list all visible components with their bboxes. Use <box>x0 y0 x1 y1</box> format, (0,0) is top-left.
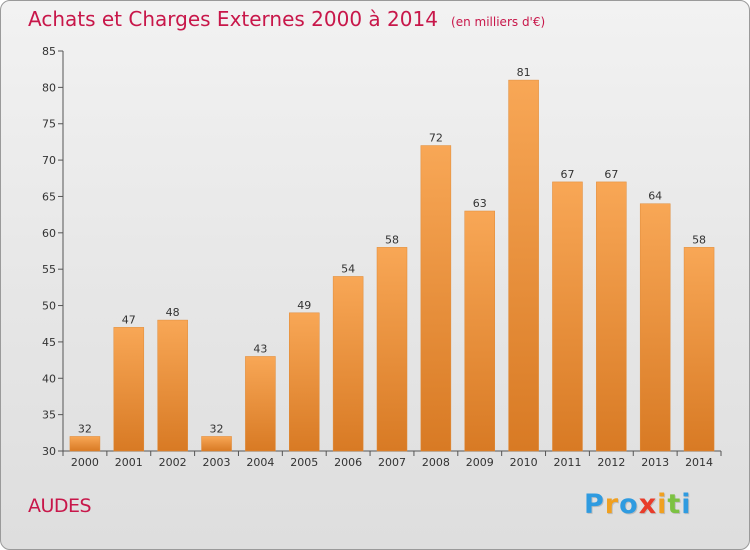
y-tick-label: 60 <box>42 227 56 240</box>
x-tick-label: 2011 <box>553 456 581 469</box>
x-tick-label: 2004 <box>246 456 274 469</box>
y-tick-label: 80 <box>42 81 56 94</box>
chart-axes: 30 35 40 45 50 55 60 65 70 75 80 85 2000 2001 2002 2003… <box>42 45 722 469</box>
chart-title-row: Achats et Charges Externes 2000 à 2014 (… <box>28 7 545 31</box>
bar-2010 <box>508 79 539 452</box>
commune-name: AUDES <box>28 495 92 517</box>
y-tick-label: 35 <box>42 409 56 422</box>
bar-2006 <box>332 276 364 452</box>
x-tick-label: 2003 <box>203 456 231 469</box>
x-tick-label: 2013 <box>641 456 669 469</box>
logo-letter: i <box>657 489 668 520</box>
value-label-2004: 43 <box>253 342 267 355</box>
x-tick-label: 2008 <box>422 456 450 469</box>
value-label-2011: 67 <box>560 168 574 181</box>
bar-2000 <box>69 436 101 452</box>
bar-group <box>69 79 715 452</box>
logo-letter: i <box>681 489 692 520</box>
bar-2005 <box>289 312 320 452</box>
x-tick-label: 2001 <box>115 456 143 469</box>
x-tick-label: 2010 <box>510 456 538 469</box>
value-label-2003: 32 <box>210 422 224 435</box>
bar-2011 <box>552 181 583 452</box>
logo-letter: P <box>584 489 605 520</box>
value-label-2014: 58 <box>692 233 706 246</box>
bar-2008 <box>420 145 452 452</box>
value-label-2009: 63 <box>473 197 487 210</box>
x-tick-label: 2005 <box>290 456 318 469</box>
proxiti-logo: Proxiti <box>584 489 692 520</box>
y-tick-label: 30 <box>42 445 56 458</box>
bar-2009 <box>464 210 495 452</box>
value-label-2012: 67 <box>604 168 618 181</box>
bar-2013 <box>639 203 671 452</box>
y-tick-label: 45 <box>42 336 56 349</box>
y-tick-label: 55 <box>42 263 56 276</box>
y-tick-label: 40 <box>42 372 56 385</box>
value-label-2013: 64 <box>648 190 662 203</box>
chart-title: Achats et Charges Externes 2000 à 2014 <box>28 7 438 31</box>
logo-letter: r <box>604 489 620 520</box>
value-label-2005: 49 <box>297 299 311 312</box>
y-tick-label: 75 <box>42 118 56 131</box>
value-label-2007: 58 <box>385 233 399 246</box>
x-tick-label: 2009 <box>466 456 494 469</box>
value-label-2006: 54 <box>341 262 355 275</box>
value-label-2000: 32 <box>78 422 92 435</box>
x-tick-label: 2014 <box>685 456 713 469</box>
logo-letter: x <box>638 489 658 520</box>
bar-2014 <box>683 247 715 452</box>
bar-2002 <box>157 319 188 452</box>
value-label-2002: 48 <box>166 306 180 319</box>
value-label-2001: 47 <box>122 313 136 326</box>
bar-2003 <box>201 436 232 452</box>
bar-2012 <box>596 181 627 452</box>
bar-2001 <box>113 327 145 452</box>
value-label-2008: 72 <box>429 132 443 145</box>
y-tick-label: 70 <box>42 154 56 167</box>
x-tick-label: 2000 <box>71 456 99 469</box>
x-tick-label: 2012 <box>597 456 625 469</box>
y-tick-label: 65 <box>42 190 56 203</box>
logo-letter: o <box>619 489 639 520</box>
logo-letter: t <box>667 489 682 520</box>
x-tick-label: 2006 <box>334 456 362 469</box>
x-tick-label: 2007 <box>378 456 406 469</box>
value-label-group: 32 47 48 32 43 49 54 58 72 63 81 67 67 64 58 <box>78 66 706 435</box>
chart-unit: (en milliers d'€) <box>451 15 546 29</box>
value-label-2010: 81 <box>517 66 531 79</box>
bar-2007 <box>376 247 408 452</box>
bar-2004 <box>245 356 276 452</box>
y-tick-label: 50 <box>42 300 56 313</box>
y-tick-label: 85 <box>42 45 56 58</box>
x-tick-label: 2002 <box>159 456 187 469</box>
